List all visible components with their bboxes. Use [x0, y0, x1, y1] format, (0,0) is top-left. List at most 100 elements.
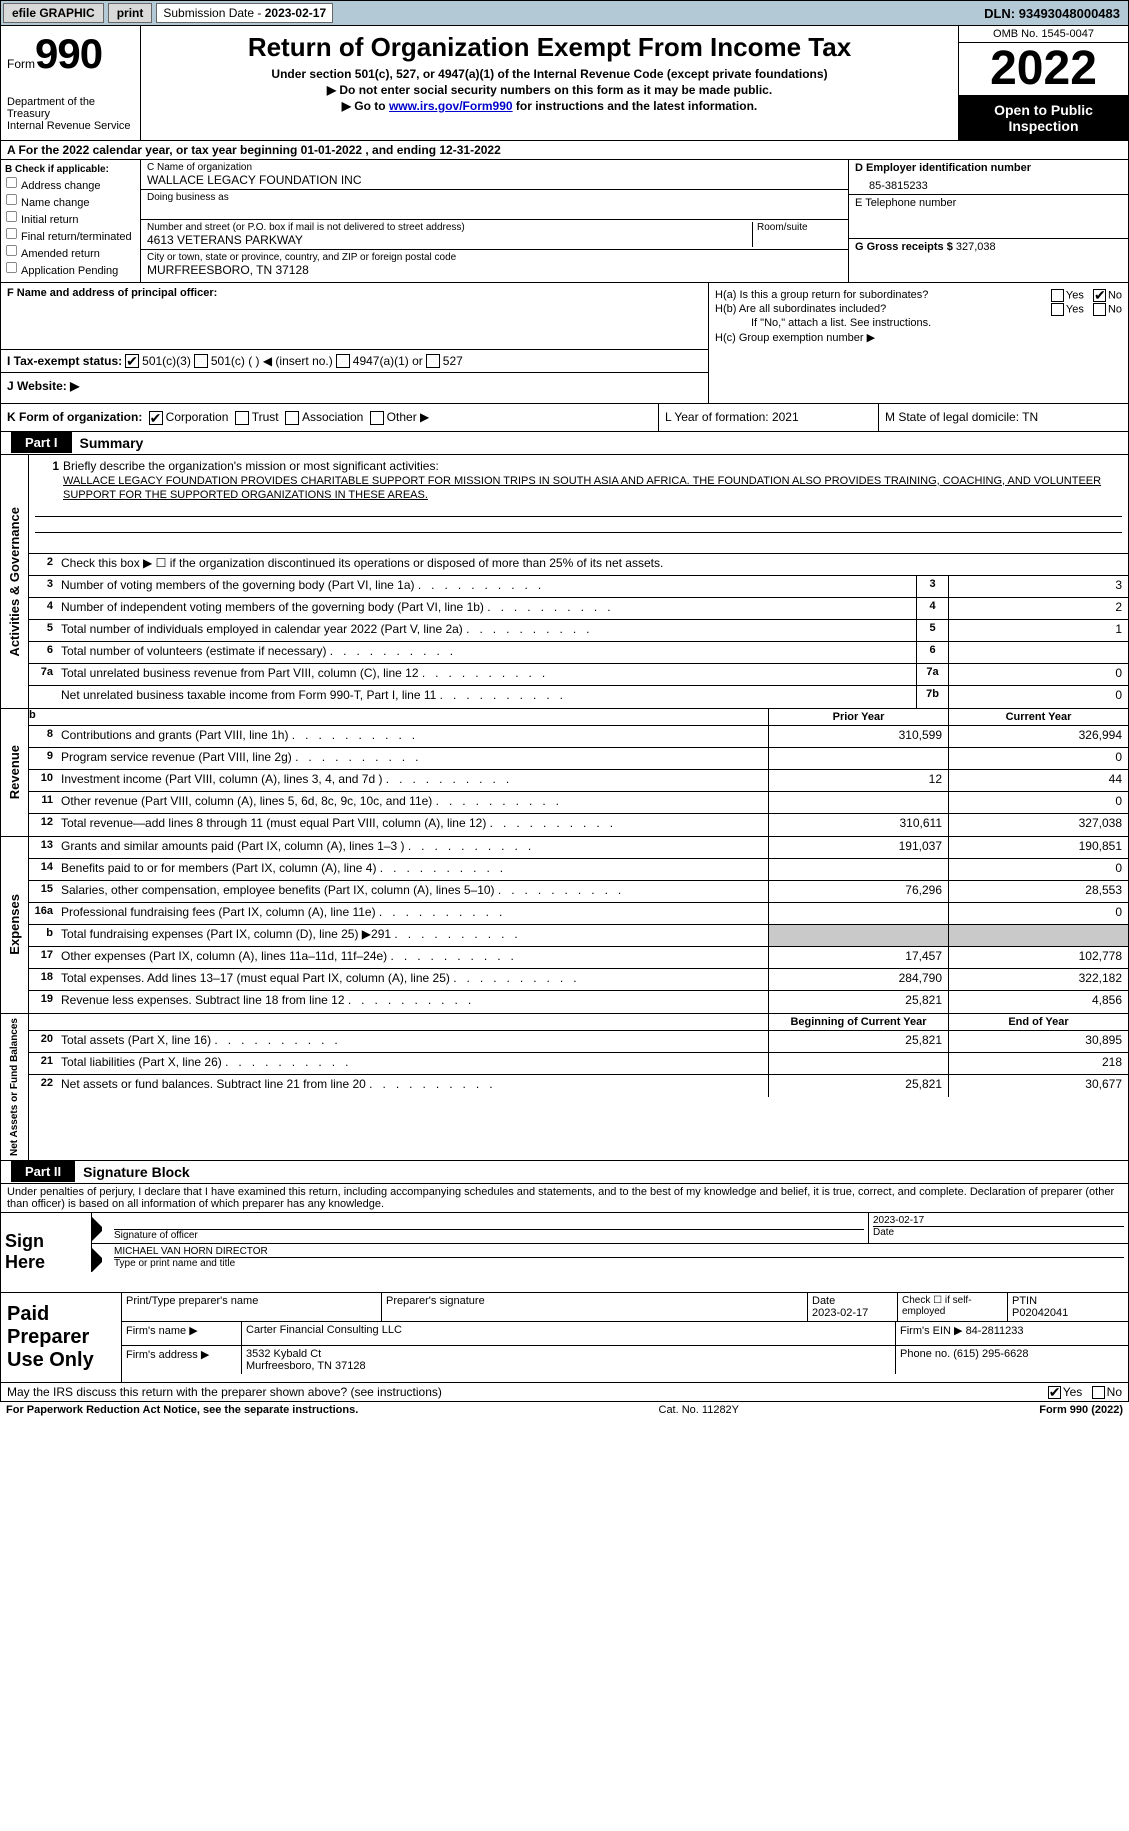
- paperwork-notice: For Paperwork Reduction Act Notice, see …: [6, 1404, 358, 1416]
- city-label: City or town, state or province, country…: [147, 252, 842, 263]
- line1-num: 1: [35, 459, 63, 501]
- chk-application-pending[interactable]: Application Pending: [5, 261, 136, 277]
- chk-label: Final return/terminated: [21, 231, 132, 243]
- discuss-no[interactable]: [1092, 1386, 1105, 1399]
- ssn-note: ▶ Do not enter social security numbers o…: [149, 83, 950, 97]
- table-row: Net unrelated business taxable income fr…: [29, 686, 1128, 708]
- chk-label: Amended return: [21, 248, 100, 260]
- section-bcde: B Check if applicable: Address change Na…: [0, 160, 1129, 283]
- firm-addr-row: Firm's address ▶ 3532 Kybald Ct Murfrees…: [122, 1346, 1128, 1374]
- section-fh: F Name and address of principal officer:…: [0, 283, 1129, 404]
- chk-501c3[interactable]: [125, 354, 139, 368]
- prior-year-hdr: Prior Year: [768, 709, 948, 725]
- table-row: 9 Program service revenue (Part VIII, li…: [29, 748, 1128, 770]
- tax-year: 2022: [959, 43, 1128, 96]
- chk-name-change[interactable]: Name change: [5, 193, 136, 209]
- irs-link[interactable]: www.irs.gov/Form990: [389, 99, 513, 113]
- col-de: D Employer identification number 85-3815…: [848, 160, 1128, 282]
- firm-name: Carter Financial Consulting LLC: [242, 1322, 896, 1345]
- ptin-lbl: PTIN: [1012, 1295, 1037, 1307]
- opt-501c: 501(c) ( ) ◀ (insert no.): [211, 354, 333, 368]
- row-klm: K Form of organization: Corporation Trus…: [0, 404, 1129, 432]
- chk-address-change[interactable]: Address change: [5, 176, 136, 192]
- firm-ein-lbl: Firm's EIN ▶: [900, 1325, 963, 1337]
- table-row: 4 Number of independent voting members o…: [29, 598, 1128, 620]
- chk-4947[interactable]: [336, 354, 350, 368]
- opt-assoc: Association: [302, 410, 363, 424]
- paid-preparer-label: Paid Preparer Use Only: [1, 1293, 121, 1382]
- org-name-label: C Name of organization: [147, 162, 842, 173]
- open-to-public: Open to Public Inspection: [959, 96, 1128, 140]
- treasury-dept: Department of the Treasury: [7, 96, 134, 120]
- footer-row: For Paperwork Reduction Act Notice, see …: [0, 1402, 1129, 1418]
- ein-label: D Employer identification number: [855, 162, 1122, 174]
- chk-501c[interactable]: [194, 354, 208, 368]
- gross-value: 327,038: [956, 241, 996, 253]
- prep-sig-hdr: Preparer's signature: [382, 1293, 808, 1321]
- table-row: 5 Total number of individuals employed i…: [29, 620, 1128, 642]
- irs-label: Internal Revenue Service: [7, 120, 134, 132]
- opt-trust: Trust: [252, 410, 279, 424]
- mission-text: WALLACE LEGACY FOUNDATION PROVIDES CHARI…: [63, 475, 1101, 501]
- sign-here-label: Sign Here: [1, 1213, 81, 1292]
- dba-row: Doing business as: [141, 190, 848, 220]
- form-title: Return of Organization Exempt From Incom…: [149, 32, 950, 63]
- chk-corporation[interactable]: [149, 411, 163, 425]
- preparer-hdr-row: Print/Type preparer's name Preparer's si…: [122, 1293, 1128, 1322]
- table-row: 14 Benefits paid to or for members (Part…: [29, 859, 1128, 881]
- form-ref: Form 990 (2022): [1039, 1404, 1123, 1416]
- header-mid: Return of Organization Exempt From Incom…: [141, 26, 958, 140]
- perjury-statement: Under penalties of perjury, I declare th…: [0, 1184, 1129, 1213]
- hb-note: If "No," attach a list. See instructions…: [715, 317, 1122, 329]
- l-year-formation: L Year of formation: 2021: [658, 404, 878, 431]
- col-h-group: H(a) Is this a group return for subordin…: [708, 283, 1128, 403]
- ptin-value: P02042041: [1012, 1307, 1068, 1319]
- efile-button[interactable]: efile GRAPHIC: [3, 3, 104, 23]
- part1-header: Part I Summary: [0, 432, 1129, 455]
- chk-trust[interactable]: [235, 411, 249, 425]
- arrow-icon: [92, 1248, 110, 1272]
- catalog-number: Cat. No. 11282Y: [358, 1404, 1039, 1416]
- bceb-header: Beginning of Current Year End of Year: [29, 1014, 1128, 1031]
- goto-note: ▶ Go to www.irs.gov/Form990 for instruct…: [149, 99, 950, 113]
- row-i-taxstatus: I Tax-exempt status: 501(c)(3) 501(c) ( …: [1, 349, 708, 372]
- prep-selfemp: Check ☐ if self-employed: [898, 1293, 1008, 1321]
- colb-label: B Check if applicable:: [5, 164, 136, 175]
- arrow-icon: [92, 1217, 110, 1241]
- goto-prefix: ▶ Go to: [342, 99, 389, 113]
- dln-value: 93493048000483: [1019, 6, 1120, 21]
- phone-label: E Telephone number: [855, 197, 1122, 209]
- chk-final-return[interactable]: Final return/terminated: [5, 227, 136, 243]
- hb-yes[interactable]: [1051, 303, 1064, 316]
- officer-name-label: Type or print name and title: [114, 1257, 1124, 1269]
- part2-header: Part II Signature Block: [0, 1161, 1129, 1184]
- gross-receipts-row: G Gross receipts $ 327,038: [849, 239, 1128, 255]
- chk-initial-return[interactable]: Initial return: [5, 210, 136, 226]
- table-row: 10 Investment income (Part VIII, column …: [29, 770, 1128, 792]
- submission-date: Submission Date - 2023-02-17: [156, 3, 333, 23]
- officer-name: MICHAEL VAN HORN DIRECTOR: [114, 1246, 1124, 1257]
- org-name: WALLACE LEGACY FOUNDATION INC: [147, 173, 842, 187]
- hb-no[interactable]: [1093, 303, 1106, 316]
- chk-association[interactable]: [285, 411, 299, 425]
- firm-phone: (615) 295-6628: [953, 1348, 1028, 1360]
- chk-527[interactable]: [426, 354, 440, 368]
- firm-phone-lbl: Phone no.: [900, 1348, 950, 1360]
- table-row: 8 Contributions and grants (Part VIII, l…: [29, 726, 1128, 748]
- k-label: K Form of organization:: [7, 410, 142, 424]
- discuss-yes[interactable]: [1048, 1386, 1061, 1399]
- chk-label: Address change: [21, 180, 101, 192]
- chk-other[interactable]: [370, 411, 384, 425]
- hc-label: H(c) Group exemption number ▶: [715, 331, 1122, 344]
- table-row: b Total fundraising expenses (Part IX, c…: [29, 925, 1128, 947]
- opt-other: Other ▶: [387, 410, 430, 424]
- sidebar-netassets: Net Assets or Fund Balances: [1, 1014, 29, 1160]
- table-row: 18 Total expenses. Add lines 13–17 (must…: [29, 969, 1128, 991]
- prep-date: 2023-02-17: [812, 1307, 868, 1319]
- chk-amended-return[interactable]: Amended return: [5, 244, 136, 260]
- print-button[interactable]: print: [108, 3, 153, 23]
- netassets-section: Net Assets or Fund Balances Beginning of…: [0, 1014, 1129, 1161]
- ha-yes[interactable]: [1051, 289, 1064, 302]
- ha-no[interactable]: [1093, 289, 1106, 302]
- chk-label: Initial return: [21, 214, 78, 226]
